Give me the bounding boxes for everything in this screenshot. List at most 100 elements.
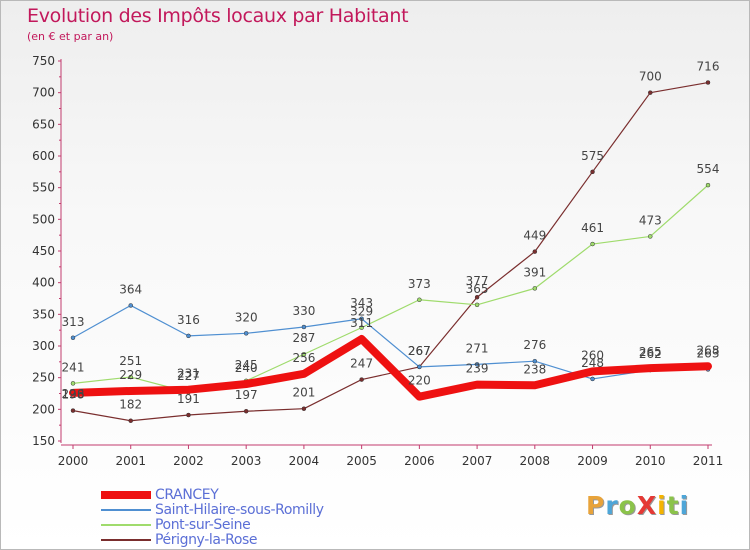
data-point — [127, 387, 135, 395]
data-label: 267 — [408, 344, 431, 358]
data-label: 364 — [119, 282, 142, 296]
data-label: 320 — [235, 310, 258, 324]
data-point — [301, 406, 307, 411]
data-label: 263 — [697, 346, 720, 360]
series-line-0 — [69, 335, 712, 401]
data-point — [300, 370, 308, 378]
data-label: 716 — [697, 60, 720, 74]
data-label: 575 — [581, 149, 604, 163]
y-tick-label: 250 — [32, 371, 55, 385]
data-point — [532, 249, 538, 254]
data-label: 231 — [177, 367, 200, 381]
data-point — [70, 335, 76, 341]
data-label: 256 — [292, 351, 315, 365]
data-label: 276 — [523, 338, 546, 352]
data-point — [648, 90, 653, 95]
data-point — [359, 377, 364, 382]
chart-subtitle: (en € et par an) — [27, 30, 114, 43]
data-label: 226 — [62, 387, 85, 401]
logo-letter: P — [586, 491, 606, 520]
data-label: 311 — [350, 316, 373, 330]
data-point — [531, 381, 539, 389]
data-label: 329 — [350, 305, 373, 319]
legend-swatch — [101, 491, 151, 499]
data-point — [474, 362, 480, 367]
logo-letter: X — [636, 491, 658, 520]
data-label: 449 — [523, 229, 546, 243]
data-point — [646, 364, 654, 372]
x-tick-label: 2000 — [58, 454, 89, 468]
data-label: 227 — [177, 369, 200, 383]
data-label: 245 — [235, 358, 258, 372]
logo-letter: t — [666, 491, 680, 520]
y-tick-label: 500 — [32, 212, 55, 226]
legend-label: Périgny-la-Rose — [155, 532, 258, 548]
data-label: 240 — [235, 361, 258, 375]
y-tick-label: 200 — [32, 402, 55, 416]
data-label: 343 — [350, 296, 373, 310]
data-point — [243, 331, 249, 336]
data-point — [69, 389, 77, 397]
x-tick-label: 2004 — [289, 454, 320, 468]
data-label: 473 — [639, 213, 662, 227]
data-label: 391 — [523, 265, 546, 279]
data-point — [590, 376, 595, 382]
x-tick-label: 2003 — [231, 454, 262, 468]
data-label: 238 — [523, 362, 546, 376]
data-label: 700 — [639, 70, 662, 84]
x-tick-label: 2009 — [577, 454, 608, 468]
data-point — [128, 303, 133, 308]
legend-swatch — [101, 539, 151, 541]
y-tick-label: 700 — [32, 86, 55, 100]
data-point — [128, 418, 133, 423]
data-label: 265 — [639, 345, 662, 359]
data-point — [705, 182, 711, 188]
data-point — [186, 412, 191, 418]
legend-swatch — [101, 524, 151, 526]
x-tick-label: 2002 — [173, 454, 204, 468]
legend-label: Pont-sur-Seine — [155, 517, 251, 533]
proxiti-logo: ProXiti — [586, 491, 689, 520]
data-label: 461 — [581, 221, 604, 235]
data-label: 182 — [119, 398, 142, 412]
data-label: 191 — [177, 392, 200, 406]
x-tick-label: 2007 — [462, 454, 493, 468]
data-point — [590, 241, 595, 247]
logo-letter: r — [605, 491, 619, 520]
data-label: 241 — [62, 360, 85, 374]
data-label: 201 — [292, 386, 315, 400]
data-point — [358, 335, 366, 343]
data-point — [242, 380, 250, 388]
data-label: 271 — [466, 341, 489, 355]
y-tick-label: 350 — [32, 307, 55, 321]
logo-letter: i — [657, 491, 667, 520]
data-point — [359, 316, 364, 322]
y-tick-label: 600 — [32, 149, 55, 163]
data-label: 251 — [119, 354, 142, 368]
x-tick-label: 2008 — [520, 454, 551, 468]
y-tick-label: 750 — [32, 54, 55, 68]
data-point — [589, 367, 597, 375]
data-label: 267 — [408, 344, 431, 358]
y-tick-label: 650 — [32, 117, 55, 131]
chart-title: Evolution des Impôts locaux par Habitant — [27, 5, 409, 27]
data-point — [301, 351, 307, 357]
x-tick-label: 2010 — [635, 454, 666, 468]
series-line-1 — [72, 304, 709, 380]
x-tick-label: 2005 — [346, 454, 377, 468]
x-tick-label: 2001 — [115, 454, 146, 468]
data-point — [417, 364, 422, 370]
data-point — [70, 381, 76, 386]
data-label: 260 — [581, 348, 604, 362]
data-label: 239 — [466, 362, 489, 376]
data-label: 220 — [408, 374, 431, 388]
data-label: 262 — [639, 347, 662, 361]
data-label: 330 — [292, 304, 315, 318]
data-label: 268 — [697, 343, 720, 357]
data-point — [301, 324, 307, 330]
y-tick-label: 450 — [32, 244, 55, 258]
series-line-2 — [72, 184, 709, 393]
legend-swatch — [101, 509, 151, 511]
x-tick-label: 2011 — [693, 454, 724, 468]
